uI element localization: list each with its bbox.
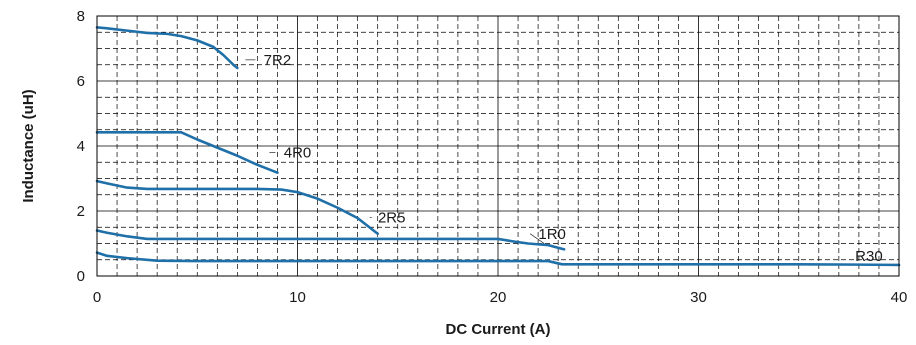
series-lines: [95, 26, 901, 267]
x-tick-label: 30: [690, 289, 707, 306]
y-axis-title: Inductance (uH): [20, 89, 37, 202]
y-tick-label: 8: [77, 8, 85, 25]
series-label-1r0: 1R0: [538, 226, 566, 243]
y-tick-label: 0: [77, 268, 85, 285]
x-tick-label: 40: [891, 289, 908, 306]
series-line-r30: [95, 251, 901, 267]
y-tick-label: 6: [77, 73, 85, 90]
series-label-leader: [529, 233, 545, 244]
series-line-1r0: [95, 229, 566, 251]
series-label-r30: R30: [855, 248, 883, 265]
series-line-7r2: [95, 26, 239, 70]
series-label-2r5: 2R5: [378, 210, 406, 227]
y-tick-label: 4: [77, 138, 85, 155]
x-tick-label: 10: [289, 289, 306, 306]
plot-frame: [96, 15, 900, 277]
grid: [97, 16, 899, 276]
series-labels: 7R2 4R0 2R5 1R0 R30: [245, 52, 883, 265]
series-label-7r2: 7R2: [264, 52, 292, 69]
tick-labels: 0 10 20 30 40 0 2 4 6 8: [77, 8, 908, 306]
x-tick-label: 0: [93, 289, 101, 306]
series-label-4r0: 4R0: [284, 145, 312, 162]
x-axis-title: DC Current (A): [446, 321, 551, 338]
series-line-4r0: [95, 131, 279, 174]
x-tick-label: 20: [490, 289, 507, 306]
y-tick-label: 2: [77, 203, 85, 220]
series-line-2r5: [95, 179, 380, 236]
